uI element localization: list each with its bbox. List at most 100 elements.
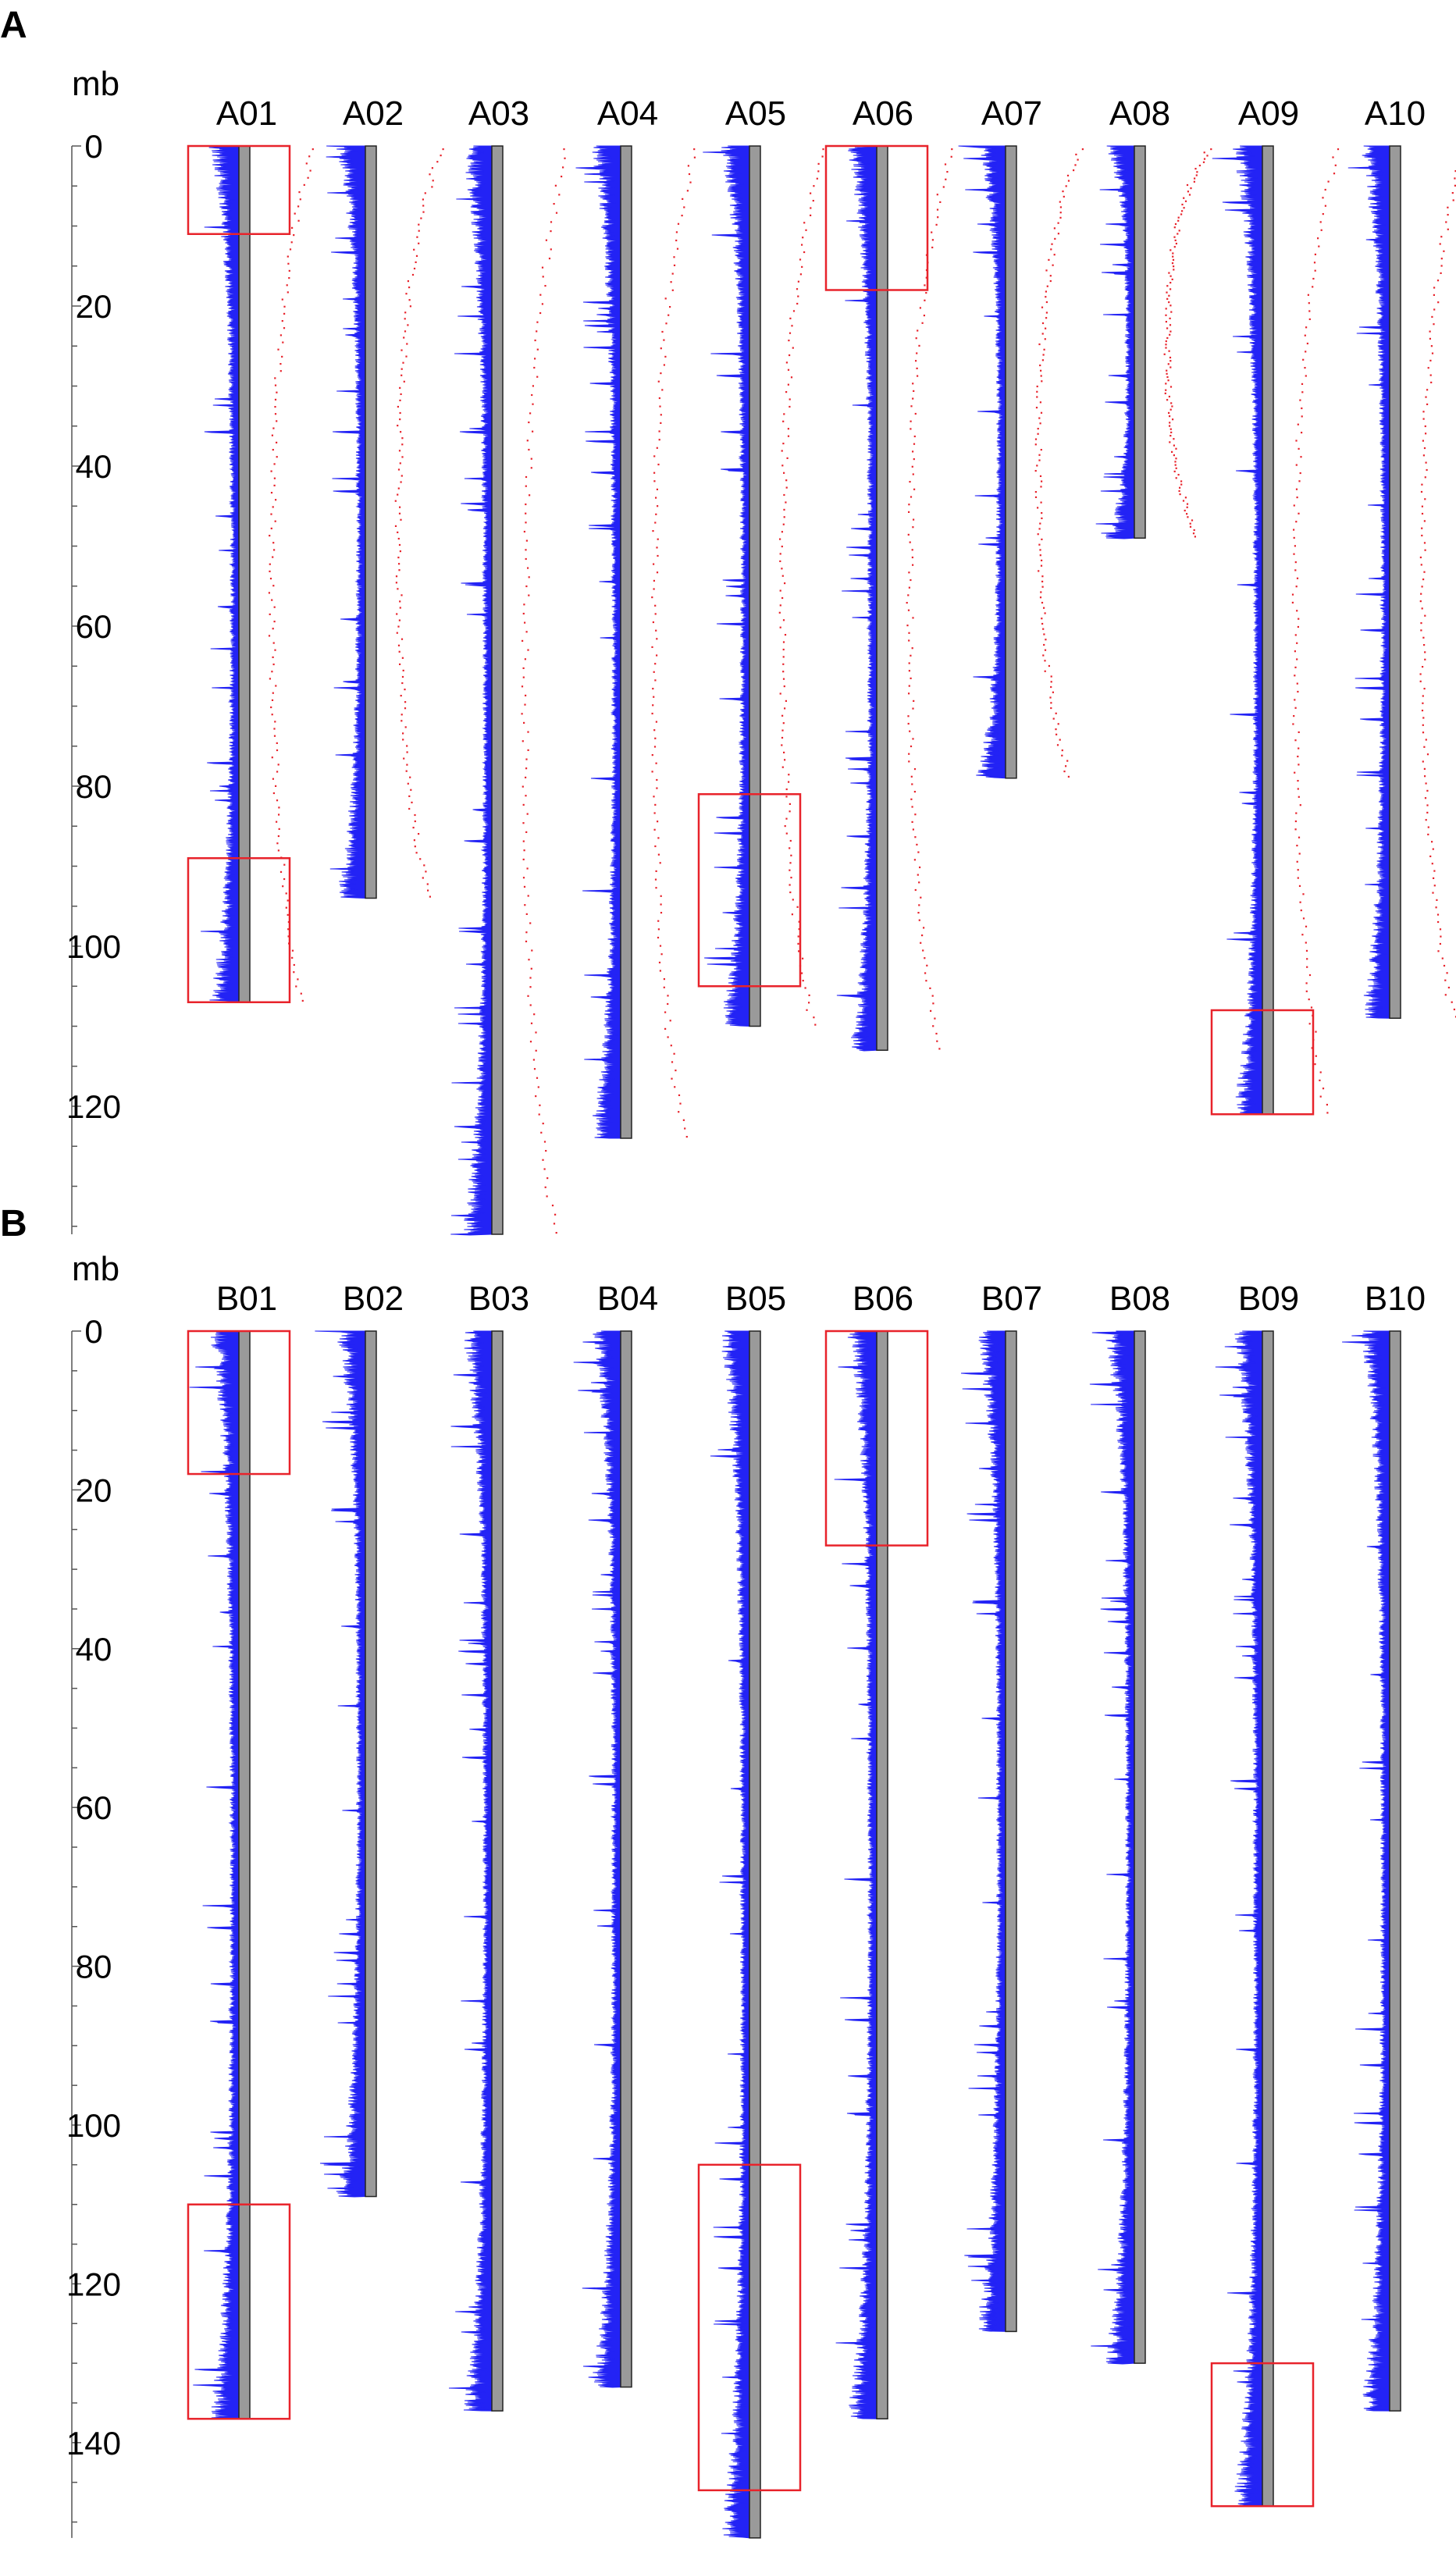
marker-dot <box>1169 333 1171 336</box>
marker-dot <box>1439 942 1441 945</box>
marker-dot <box>527 995 529 997</box>
marker-dot <box>799 273 802 276</box>
marker-dot <box>936 194 938 196</box>
marker-dot <box>276 749 279 752</box>
marker-dot <box>653 746 657 748</box>
marker-dot <box>397 557 400 559</box>
marker-dot <box>399 399 401 401</box>
marker-dot <box>1297 690 1299 693</box>
marker-dot <box>912 450 914 453</box>
chromosome-label: A07 <box>981 94 1042 133</box>
marker-dot <box>416 236 418 238</box>
marker-dot <box>813 185 815 187</box>
marker-dot <box>403 380 405 383</box>
marker-dot <box>914 412 917 415</box>
marker-dot <box>522 612 525 615</box>
marker-dot <box>419 858 422 860</box>
marker-dot <box>1301 934 1304 936</box>
marker-dot <box>779 626 781 628</box>
marker-dot <box>536 1077 539 1079</box>
marker-dot <box>542 276 544 278</box>
marker-dot <box>909 730 911 732</box>
marker-dot <box>1049 279 1052 283</box>
marker-dot <box>1165 308 1167 310</box>
marker-dot <box>400 393 402 395</box>
marker-dot <box>931 239 934 241</box>
marker-dot <box>424 192 426 194</box>
marker-dot <box>791 913 793 916</box>
marker-dot <box>1295 521 1298 523</box>
chromosome-bar <box>365 1330 377 2198</box>
marker-dot <box>1422 454 1425 457</box>
marker-dot <box>396 613 398 615</box>
marker-dot <box>408 795 411 797</box>
marker-dot <box>398 619 400 621</box>
marker-dot <box>1437 950 1440 952</box>
marker-dot <box>1314 269 1316 272</box>
gene-density-histogram <box>960 1330 1006 2332</box>
marker-dot <box>1045 639 1047 641</box>
gene-density-histogram <box>573 1330 621 2388</box>
marker-dot <box>274 649 276 651</box>
marker-dots <box>1291 148 1340 1114</box>
marker-dot <box>1041 580 1044 582</box>
marker-dot <box>1046 285 1048 287</box>
marker-dot <box>779 604 781 607</box>
marker-dot <box>1294 666 1297 668</box>
marker-dot <box>525 767 528 770</box>
marker-dot <box>1040 449 1042 451</box>
marker-dot <box>279 370 282 372</box>
marker-dot <box>422 205 425 207</box>
y-tick-label: 100 <box>66 2107 121 2144</box>
chromosome-bar <box>1389 1330 1401 2412</box>
marker-dot <box>301 999 304 1002</box>
marker-dot <box>912 526 914 529</box>
marker-dot <box>555 212 558 214</box>
chromosome-label: B08 <box>1109 1280 1170 1318</box>
gene-density-histogram <box>315 1330 366 2198</box>
marker-dot <box>1034 443 1037 446</box>
marker-dot <box>1166 327 1169 329</box>
marker-dot <box>1049 275 1052 277</box>
marker-dot <box>1174 239 1177 241</box>
marker-dot <box>817 170 820 173</box>
marker-dot <box>282 885 284 888</box>
marker-dot <box>1050 681 1052 683</box>
marker-dot <box>523 721 525 724</box>
marker-dot <box>1042 654 1045 657</box>
marker-dot <box>779 692 781 695</box>
marker-dot <box>1041 359 1044 361</box>
marker-dot <box>1206 155 1209 157</box>
marker-dot <box>1333 173 1336 175</box>
marker-dot <box>274 721 276 723</box>
marker-dot <box>781 596 784 600</box>
marker-dot <box>271 599 273 601</box>
marker-dot <box>1322 213 1324 215</box>
marker-dot <box>784 707 786 710</box>
marker-dot <box>288 269 290 272</box>
marker-dot <box>908 511 910 513</box>
marker-dots <box>651 148 696 1138</box>
marker-dot <box>1039 522 1041 525</box>
marker-dot <box>1334 164 1337 166</box>
marker-dot <box>409 776 411 778</box>
gene-density-histogram <box>201 145 240 1003</box>
marker-dot <box>659 405 661 408</box>
marker-dot <box>401 675 404 678</box>
marker-dot <box>525 831 528 833</box>
marker-dot <box>652 530 654 532</box>
marker-dot <box>278 828 280 830</box>
marker-dot <box>667 314 670 316</box>
marker-dot <box>783 508 785 511</box>
marker-dot <box>400 481 402 483</box>
marker-dot <box>1295 488 1298 490</box>
marker-dot <box>418 223 420 226</box>
marker-dot <box>908 760 910 763</box>
marker-dot <box>536 376 539 378</box>
marker-dot <box>402 739 404 741</box>
marker-dot <box>665 322 667 325</box>
marker-dot <box>272 506 274 508</box>
marker-dot <box>1432 848 1434 850</box>
marker-dot <box>1443 964 1446 967</box>
marker-dot <box>1169 408 1172 411</box>
